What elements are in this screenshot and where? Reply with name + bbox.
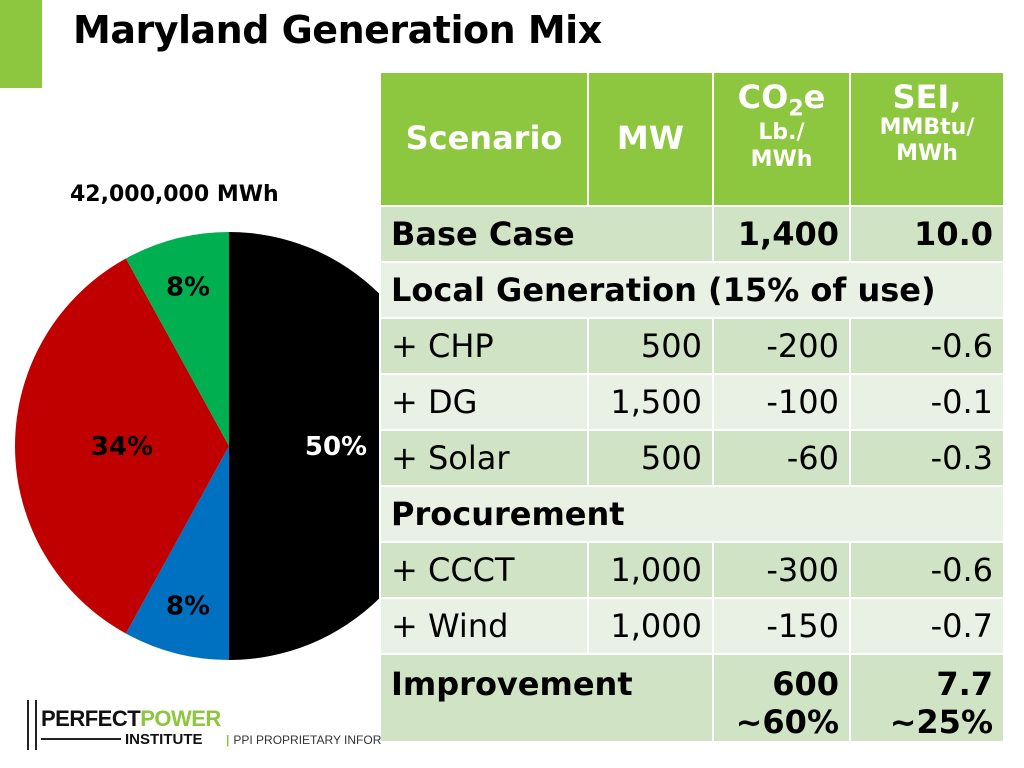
cell-mw: 1,000 <box>587 597 714 655</box>
logo-word-institute: INSTITUTE <box>125 731 203 748</box>
footer-text: PPI PROPRIETARY INFOR <box>233 733 382 747</box>
cell-co2: -300 <box>712 541 851 599</box>
co2-improvement-pct: ~60% <box>735 703 839 741</box>
pie-slice-1 <box>125 446 229 660</box>
cell-co2: -150 <box>712 597 851 655</box>
header-co2-e: e <box>803 78 826 116</box>
pie-label-3: 8% <box>166 272 210 302</box>
accent-bar <box>0 0 42 88</box>
cell-sei-improvement: 7.7 ~25% <box>849 653 1005 743</box>
slide-title: Maryland Generation Mix <box>73 8 602 52</box>
sei-improvement-pct: ~25% <box>889 703 993 741</box>
cell-label: + Wind <box>379 597 589 655</box>
logo-word-power: POWER <box>140 706 221 731</box>
header-co2e: CO2e Lb./ MWh <box>712 71 851 207</box>
header-sei-unit1: MMBtu/ <box>879 114 975 140</box>
table-row: + DG 1,500 -100 -0.1 <box>379 373 1005 431</box>
scenario-table: Scenario MW CO2e Lb./ MWh SEI, MMBtu/ MW… <box>379 71 1005 743</box>
pie-slice-2 <box>15 258 229 634</box>
logo-line1: PERFECTPOWER <box>41 706 221 732</box>
header-sei-unit2: MWh <box>896 140 958 166</box>
cell-co2: -200 <box>712 317 851 375</box>
logo-rule <box>41 738 121 740</box>
footer-notice: | PPI PROPRIETARY INFOR <box>226 733 381 747</box>
pie-label-0: 50% <box>305 432 367 462</box>
pie-slice-0 <box>229 232 400 660</box>
cell-co2: -60 <box>712 429 851 487</box>
cell-label: Improvement <box>379 653 714 743</box>
cell-section-header: Local Generation (15% of use) <box>379 261 1005 319</box>
cell-label: + DG <box>379 373 589 431</box>
cell-co2: 1,400 <box>712 205 851 263</box>
cell-mw: 1,500 <box>587 373 714 431</box>
header-co2-unit1: Lb./ <box>758 120 805 146</box>
cell-mw: 1,000 <box>587 541 714 599</box>
pie-label-2: 34% <box>91 432 153 462</box>
table-row-improvement: Improvement 600 ~60% 7.7 ~25% <box>379 653 1005 743</box>
cell-sei: -0.6 <box>849 317 1005 375</box>
header-scenario: Scenario <box>379 71 589 207</box>
table-row: + Wind 1,000 -150 -0.7 <box>379 597 1005 655</box>
logo-frame-icon <box>27 700 37 750</box>
table-row: + CCCT 1,000 -300 -0.6 <box>379 541 1005 599</box>
co2-improvement-value: 600 <box>772 665 839 703</box>
footer-separator: | <box>226 733 230 747</box>
pie-label-1: 8% <box>166 592 210 622</box>
cell-co2: -100 <box>712 373 851 431</box>
table-header-row: Scenario MW CO2e Lb./ MWh SEI, MMBtu/ MW… <box>379 71 1005 207</box>
cell-sei: 10.0 <box>849 205 1005 263</box>
cell-sei: -0.1 <box>849 373 1005 431</box>
header-mw: MW <box>587 71 714 207</box>
cell-sei: -0.7 <box>849 597 1005 655</box>
cell-co2-improvement: 600 ~60% <box>712 653 851 743</box>
cell-mw: 500 <box>587 317 714 375</box>
cell-section-header: Procurement <box>379 485 1005 543</box>
header-co2-subscript: 2 <box>788 96 804 122</box>
cell-label: + CCCT <box>379 541 589 599</box>
cell-label: Base Case <box>379 205 714 263</box>
header-sei-text: SEI, <box>892 78 962 116</box>
header-co2-text: CO <box>737 78 789 116</box>
total-mwh-label: 42,000,000 MWh <box>70 182 279 207</box>
sei-improvement-value: 7.7 <box>936 665 993 703</box>
cell-sei: -0.6 <box>849 541 1005 599</box>
pie-chart: 50% 8% 34% 8% <box>15 232 400 660</box>
logo-word-perfect: PERFECT <box>41 706 141 731</box>
cell-label: + Solar <box>379 429 589 487</box>
cell-mw: 500 <box>587 429 714 487</box>
cell-label: + CHP <box>379 317 589 375</box>
table-row-procurement-header: Procurement <box>379 485 1005 543</box>
table-row-local-header: Local Generation (15% of use) <box>379 261 1005 319</box>
pie-slice-3 <box>125 232 229 446</box>
table-row: + Solar 500 -60 -0.3 <box>379 429 1005 487</box>
header-sei: SEI, MMBtu/ MWh <box>849 71 1005 207</box>
table-row: + CHP 500 -200 -0.6 <box>379 317 1005 375</box>
header-co2-unit2: MWh <box>750 146 813 172</box>
table-row-base-case: Base Case 1,400 10.0 <box>379 205 1005 263</box>
perfect-power-institute-logo: PERFECTPOWER INSTITUTE <box>27 698 221 754</box>
cell-sei: -0.3 <box>849 429 1005 487</box>
